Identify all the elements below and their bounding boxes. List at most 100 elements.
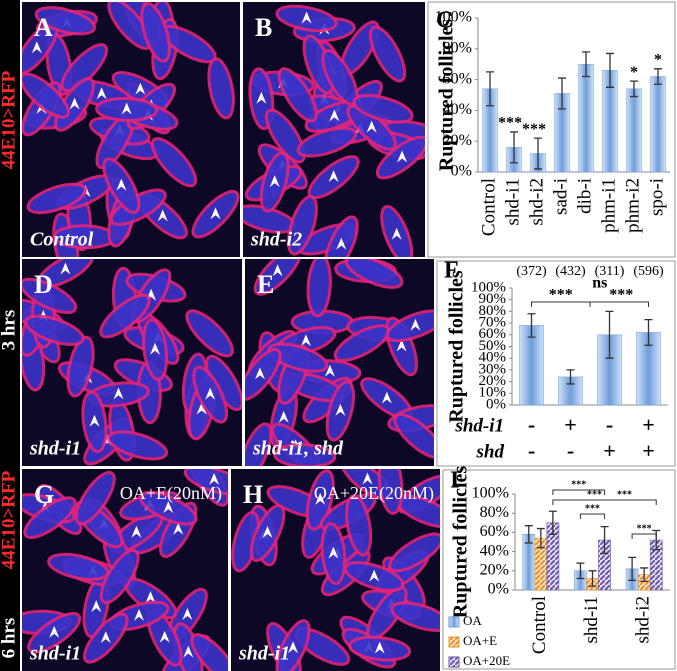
y-tick-label: 100% <box>472 485 509 502</box>
follicle <box>74 470 116 526</box>
arrowhead <box>209 472 220 485</box>
follicle <box>393 413 434 460</box>
side-label: 3 hrs <box>0 310 19 351</box>
follicle <box>368 25 407 83</box>
follicle <box>22 277 78 315</box>
panel-caption: shd-i2 <box>250 229 302 251</box>
arrowhead <box>159 630 170 643</box>
follicle <box>107 430 169 461</box>
x-tick-label: shd-i1 <box>581 596 602 644</box>
y-tick-label: 80% <box>480 504 509 521</box>
genotype-sign: - <box>606 412 613 437</box>
x-tick-label: shd-i2 <box>526 178 547 226</box>
legend-label: OA <box>463 613 482 628</box>
follicle <box>140 2 171 63</box>
x-tick-label: dib-i <box>574 178 595 214</box>
y-tick-label: 90% <box>479 291 507 307</box>
error-bar <box>605 310 614 359</box>
significance: *** <box>498 115 522 132</box>
comparison-label: ns <box>592 275 607 292</box>
arrowhead <box>157 209 168 222</box>
arrowhead <box>254 367 265 380</box>
arrowhead <box>131 525 142 538</box>
arrowhead <box>60 262 71 275</box>
y-tick-label: 70% <box>479 315 507 331</box>
follicle <box>377 469 404 515</box>
arrowhead <box>134 608 145 621</box>
x-tick-label: spo-i <box>646 178 667 216</box>
y-tick-label: 0% <box>451 163 472 180</box>
comparison-bracket <box>589 301 649 307</box>
panel-letter: C <box>436 8 453 34</box>
arrowhead <box>410 318 421 331</box>
bar <box>626 88 642 173</box>
y-tick-label: 40% <box>479 350 507 366</box>
arrowhead <box>182 607 193 620</box>
x-tick-label: phm-i2 <box>622 178 643 233</box>
y-tick-label: 10% <box>479 385 507 401</box>
arrowhead <box>269 175 280 188</box>
follicles <box>243 4 425 257</box>
arrowhead <box>173 522 184 535</box>
panel-letter: G <box>34 480 54 509</box>
panel-treatment: OA+E(20nM) <box>120 483 222 504</box>
panel-caption: shd-i1 <box>29 438 81 460</box>
arrowhead <box>391 227 402 240</box>
panel-letter: H <box>243 480 263 509</box>
side-label: 44E10>RFP <box>0 70 19 169</box>
arrowhead <box>336 237 347 250</box>
arrowhead <box>91 600 102 613</box>
follicle <box>99 293 151 339</box>
error-bar <box>640 567 649 583</box>
genotype-sign: - <box>528 412 535 437</box>
arrowhead <box>96 87 107 100</box>
genotype-label: shd <box>476 441 505 462</box>
follicles <box>22 2 240 257</box>
genotype-label: shd-i1 <box>454 415 504 436</box>
genotype-sign: - <box>528 438 535 463</box>
comparison-label: *** <box>571 479 586 490</box>
follicle <box>388 532 440 573</box>
error-bar <box>524 525 533 544</box>
y-tick-label: 100% <box>471 279 506 295</box>
x-tick-label: sad-i <box>550 178 571 215</box>
bar <box>578 63 594 173</box>
arrowhead <box>272 264 283 277</box>
arrowhead <box>163 501 174 514</box>
side-strip <box>0 0 20 671</box>
comparison-label: *** <box>549 287 573 304</box>
arrowhead <box>301 11 312 24</box>
y-tick-label: 60% <box>443 70 472 87</box>
error-bar <box>566 369 575 385</box>
arrowhead <box>49 625 60 638</box>
significance: * <box>654 51 662 68</box>
comparison-label: *** <box>637 523 652 534</box>
y-tick-label: 80% <box>479 303 507 319</box>
comparison-label: *** <box>585 503 600 514</box>
y-tick-label: 0% <box>486 396 506 412</box>
panel-letter: B <box>255 13 272 42</box>
arrowhead <box>183 645 194 658</box>
genotype-sign: + <box>564 412 577 437</box>
panel-caption: shd-i1 <box>29 643 81 665</box>
panel-treatment: OA+20E(20nM) <box>314 483 434 504</box>
follicle <box>273 443 337 466</box>
y-axis-label: Ruptured follicles <box>446 270 468 423</box>
sample-count: (311) <box>595 264 625 279</box>
arrowhead <box>328 170 339 183</box>
comparison-bracket <box>631 533 657 539</box>
comparison-label: *** <box>609 287 633 304</box>
arrowhead <box>366 120 377 133</box>
follicle <box>345 494 373 557</box>
y-tick-label: 0% <box>488 581 509 598</box>
follicle <box>267 342 329 373</box>
error-bar <box>486 71 494 107</box>
error-bar <box>588 570 597 587</box>
follicle <box>26 182 87 215</box>
error-bar <box>536 527 545 549</box>
